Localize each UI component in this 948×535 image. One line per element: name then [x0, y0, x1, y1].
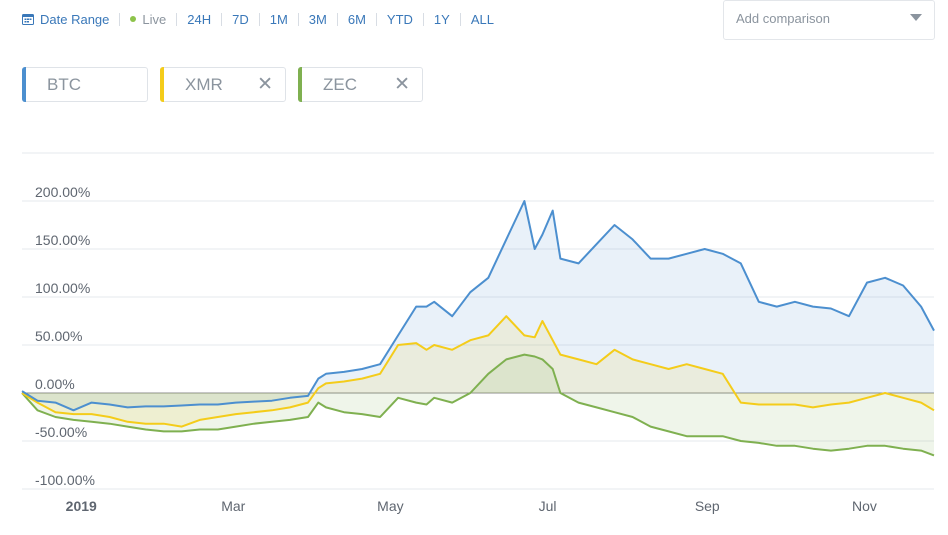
period-6m-button[interactable]: 6M	[347, 11, 366, 27]
toolbar-divider	[422, 12, 424, 26]
chip-xmr[interactable]: XMR ✕	[160, 67, 286, 102]
x-tick-label: Sep	[695, 498, 720, 514]
period-1m-button[interactable]: 1M	[269, 11, 288, 27]
date-range-button[interactable]: Date Range	[22, 12, 109, 27]
x-tick-label: Jul	[539, 498, 557, 514]
chip-zec[interactable]: ZEC ✕	[298, 67, 423, 102]
toolbar-divider	[119, 12, 121, 26]
chip-color-bar	[298, 67, 302, 102]
toolbar-divider	[221, 12, 223, 26]
range-toolbar: Date Range Live 24H 7D 1M 3M 6M YTD 1Y A…	[22, 8, 494, 30]
toolbar-divider	[176, 12, 178, 26]
y-tick-label: 0.00%	[35, 376, 75, 392]
chip-label: BTC	[47, 74, 81, 94]
chip-label: XMR	[185, 74, 223, 94]
add-comparison-select[interactable]	[723, 0, 935, 40]
y-tick-label: -100.00%	[35, 472, 95, 488]
live-indicator[interactable]: Live	[130, 12, 166, 27]
period-7d-button[interactable]: 7D	[232, 11, 249, 27]
chip-label: ZEC	[323, 74, 357, 94]
remove-zec-icon[interactable]: ✕	[394, 74, 410, 95]
period-3m-button[interactable]: 3M	[308, 11, 327, 27]
x-tick-label: 2019	[66, 498, 97, 514]
period-all-button[interactable]: ALL	[470, 11, 494, 27]
live-label: Live	[142, 11, 167, 27]
y-tick-label: 200.00%	[35, 184, 90, 200]
live-dot-icon	[130, 16, 137, 22]
toolbar-divider	[297, 12, 299, 26]
y-tick-label: -50.00%	[35, 424, 87, 440]
x-tick-label: Nov	[852, 498, 877, 514]
series-area-btc	[22, 201, 934, 411]
calendar-icon	[22, 14, 34, 25]
period-ytd-button[interactable]: YTD	[386, 11, 413, 27]
series-area-xmr	[22, 316, 934, 427]
chip-btc[interactable]: BTC	[22, 67, 148, 102]
series-line-zec	[21, 353, 935, 457]
series-line-xmr	[21, 315, 935, 428]
toolbar-divider	[459, 12, 461, 26]
toolbar-divider	[336, 12, 338, 26]
period-1y-button[interactable]: 1Y	[433, 11, 450, 27]
period-24h-button[interactable]: 24H	[187, 11, 212, 27]
date-range-label: Date Range	[40, 11, 110, 27]
y-tick-label: 150.00%	[35, 232, 90, 248]
remove-xmr-icon[interactable]: ✕	[257, 74, 273, 95]
toolbar-divider	[375, 12, 377, 26]
chip-color-bar	[160, 67, 164, 102]
toolbar-divider	[258, 12, 260, 26]
chip-color-bar	[22, 67, 26, 102]
y-tick-label: 100.00%	[35, 280, 90, 296]
x-tick-label: Mar	[221, 498, 245, 514]
series-line-btc	[21, 200, 935, 412]
comparison-chart: 200.00% 150.00% 100.00% 50.00% 0.00% -50.00% -…	[21, 152, 935, 514]
x-tick-label: May	[377, 498, 403, 514]
chevron-down-icon[interactable]	[910, 14, 922, 21]
series-area-zec	[22, 354, 934, 456]
y-tick-label: 50.00%	[35, 328, 82, 344]
add-comparison-input[interactable]	[736, 11, 906, 26]
series-chips: BTC XMR ✕ ZEC ✕	[22, 67, 435, 102]
